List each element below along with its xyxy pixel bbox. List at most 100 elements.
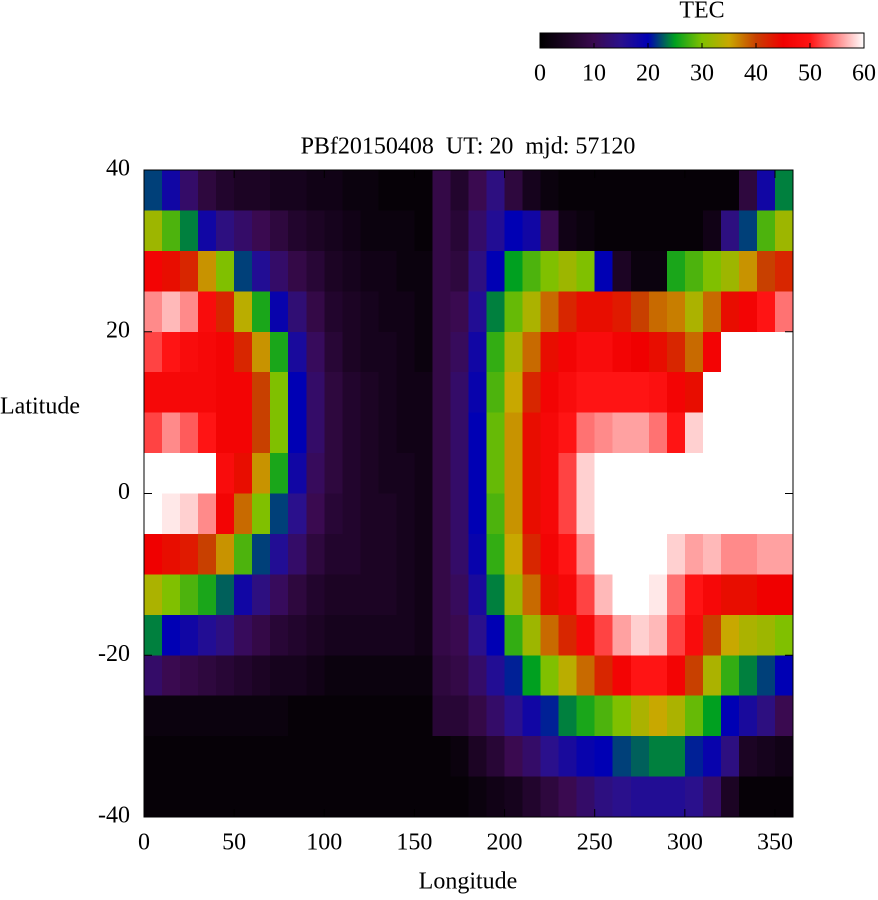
heatmap-cell: [306, 170, 325, 211]
heatmap-cell: [198, 776, 217, 818]
heatmap-cell: [234, 655, 253, 697]
heatmap-cell: [396, 250, 415, 292]
heatmap-cell: [504, 736, 524, 778]
heatmap-cell: [684, 372, 704, 414]
heatmap-cell: [162, 412, 181, 454]
heatmap-cell: [522, 776, 542, 818]
heatmap-cell: [522, 695, 542, 737]
heatmap-cell: [486, 655, 506, 697]
heatmap-cell: [252, 331, 271, 373]
heatmap-cell: [306, 695, 325, 737]
heatmap-cell: [360, 372, 379, 414]
heatmap-cell: [162, 250, 181, 292]
heatmap-cell: [630, 453, 650, 494]
heatmap-cell: [648, 331, 668, 373]
heatmap-cell: [432, 695, 451, 737]
heatmap-cell: [756, 736, 776, 778]
heatmap-cell: [576, 736, 596, 778]
heatmap-cell: [396, 695, 415, 737]
heatmap-cell: [504, 250, 524, 292]
heatmap-cell: [702, 533, 722, 575]
heatmap-cell: [558, 453, 578, 494]
heatmap-cell: [612, 412, 632, 454]
heatmap-cell: [504, 412, 524, 454]
heatmap-cell: [360, 655, 379, 697]
heatmap-cell: [648, 695, 668, 737]
heatmap-cell: [306, 614, 325, 656]
heatmap-cell: [144, 695, 163, 737]
heatmap-cell: [738, 574, 758, 616]
heatmap-cell: [360, 170, 379, 211]
heatmap-cell: [432, 412, 451, 454]
heatmap-cell: [468, 170, 488, 211]
heatmap-cell: [450, 170, 469, 211]
heatmap-cell: [720, 210, 740, 252]
heatmap-cell: [144, 453, 163, 494]
heatmap-cell: [378, 210, 397, 252]
heatmap-cell: [684, 655, 704, 697]
heatmap-cell: [756, 412, 776, 454]
heatmap-cell: [378, 574, 397, 616]
heatmap-cell: [774, 614, 794, 656]
heatmap-cell: [684, 250, 704, 292]
heatmap-cell: [684, 453, 704, 494]
heatmap-cell: [198, 695, 217, 737]
heatmap-cell: [450, 291, 469, 333]
heatmap-cell: [360, 250, 379, 292]
heatmap-cell: [486, 291, 506, 333]
heatmap-cell: [432, 614, 451, 656]
heatmap-cell: [468, 574, 488, 616]
heatmap-cell: [558, 655, 578, 697]
x-tick-label: 350: [757, 830, 793, 856]
heatmap-cell: [450, 736, 469, 778]
heatmap-cell: [288, 453, 307, 494]
heatmap-cell: [342, 210, 361, 252]
heatmap-cell: [522, 210, 542, 252]
heatmap-cell: [648, 655, 668, 697]
heatmap-cell: [468, 776, 488, 818]
heatmap-cell: [216, 574, 235, 616]
heatmap-cell: [630, 574, 650, 616]
heatmap-cell: [414, 250, 433, 292]
heatmap-cell: [162, 493, 181, 535]
heatmap-cell: [270, 412, 289, 454]
heatmap-cell: [576, 493, 596, 535]
heatmap-cell: [252, 170, 271, 211]
heatmap-cell: [612, 331, 632, 373]
heatmap-cell: [468, 695, 488, 737]
heatmap-cell: [414, 291, 433, 333]
heatmap-cell: [702, 170, 722, 211]
heatmap-cell: [486, 574, 506, 616]
heatmap-cell: [486, 250, 506, 292]
heatmap-cell: [468, 412, 488, 454]
y-tick-label: -40: [98, 803, 130, 829]
heatmap-cell: [576, 250, 596, 292]
heatmap-cell: [738, 776, 758, 818]
heatmap-cell: [504, 574, 524, 616]
heatmap-cell: [324, 170, 343, 211]
heatmap-cell: [270, 574, 289, 616]
heatmap-cell: [594, 170, 614, 211]
heatmap-cell: [306, 453, 325, 494]
heatmap-cell: [414, 614, 433, 656]
heatmap-cell: [288, 695, 307, 737]
heatmap-cell: [738, 493, 758, 535]
heatmap-cell: [774, 250, 794, 292]
heatmap-cell: [522, 736, 542, 778]
heatmap-cell: [612, 210, 632, 252]
heatmap-cell: [504, 331, 524, 373]
heatmap-cell: [234, 493, 253, 535]
heatmap-cell: [306, 574, 325, 616]
heatmap-cell: [432, 533, 451, 575]
heatmap-cell: [486, 210, 506, 252]
heatmap-cell: [756, 250, 776, 292]
heatmap-cell: [558, 614, 578, 656]
heatmap-cell: [270, 493, 289, 535]
heatmap-cell: [432, 574, 451, 616]
heatmap-cell: [612, 250, 632, 292]
heatmap-cell: [342, 250, 361, 292]
heatmap-cell: [756, 533, 776, 575]
heatmap-cell: [540, 736, 560, 778]
heatmap-cell: [396, 614, 415, 656]
heatmap-cell: [756, 170, 776, 211]
